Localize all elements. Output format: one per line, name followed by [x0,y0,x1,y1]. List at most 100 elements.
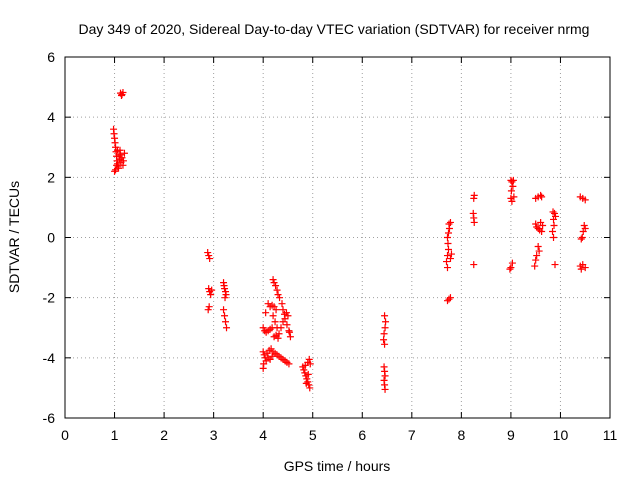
data-point [508,259,516,267]
y-tick-label: 0 [47,230,55,246]
data-point [117,158,125,166]
data-point [443,234,451,241]
data-point [550,215,558,223]
data-point [446,294,454,302]
x-tick-label: 1 [111,427,119,443]
y-axis-label: SDTVAR / TECUs [6,181,22,293]
y-tick-label: 2 [47,169,55,185]
data-point [119,88,127,96]
data-point [446,218,454,226]
data-point [116,146,124,154]
data-point [113,161,121,169]
data-point [551,261,559,269]
data-point [274,334,282,342]
data-point [538,227,546,235]
data-point [272,306,280,314]
x-tick-label: 3 [210,427,218,443]
x-tick-label: 8 [457,427,465,443]
data-point [443,264,451,272]
data-point [282,309,290,317]
data-point [470,191,478,199]
data-point [222,291,230,299]
data-point [259,348,267,356]
data-point [259,364,267,372]
x-axis-ticks: 0 1 2 3 4 5 6 7 8 9 10 11 [61,57,617,443]
x-axis-label: GPS time / hours [284,458,391,474]
data-point [444,229,452,237]
grid-lines [65,57,610,418]
x-tick-label: 11 [603,427,618,443]
data-point [533,252,541,260]
data-point [550,234,558,241]
data-point [304,378,312,386]
data-point [221,294,229,302]
data-point [273,286,281,294]
data-point [445,224,453,232]
x-tick-label: 9 [507,427,515,443]
data-point [204,306,212,314]
data-point [507,264,515,272]
data-point [205,285,213,293]
y-tick-label: -6 [43,410,56,426]
data-point [508,178,516,186]
data-point [577,265,585,273]
data-point [275,330,283,338]
data-point [578,234,586,241]
data-point [221,312,229,320]
data-point [222,318,230,326]
data-point [534,224,542,232]
data-point [382,318,390,326]
data-point [532,220,540,228]
data-point [268,352,276,360]
data-point [221,285,229,293]
data-point [549,208,557,216]
chart-title: Day 349 of 2020, Sidereal Day-to-day VTE… [79,21,590,37]
data-point [506,265,514,273]
data-point [581,224,589,232]
data-point [577,235,585,243]
data-point [205,303,213,311]
data-point [285,328,293,336]
y-tick-label: -2 [43,290,56,306]
data-point [260,351,268,359]
x-tick-label: 7 [408,427,416,443]
data-point [306,384,314,392]
data-point [507,187,515,195]
data-point [381,340,389,348]
data-point [534,243,542,251]
data-point [304,370,312,378]
data-point [509,182,517,190]
data-point [279,306,287,314]
data-point [509,176,517,184]
data-point [549,227,557,235]
data-point [302,379,310,387]
data-points [110,88,589,393]
x-tick-label: 0 [61,427,69,443]
data-point [381,312,389,320]
x-tick-label: 4 [259,427,267,443]
data-point [443,258,450,266]
y-tick-label: -4 [43,350,56,366]
data-point [551,209,559,217]
data-point [533,223,541,231]
data-point [283,321,291,329]
data-point [223,324,231,332]
data-point [259,324,267,332]
data-point [470,218,478,226]
data-point [274,291,282,299]
data-point [286,333,294,341]
y-axis-ticks: -6 -4 -2 0 2 4 6 [43,49,610,426]
data-point [306,360,314,368]
data-point [285,360,293,368]
data-point [537,191,545,199]
data-point [268,324,276,332]
data-point [262,309,270,317]
data-point [301,369,309,377]
x-tick-label: 10 [553,427,569,443]
data-point [208,286,216,294]
x-tick-label: 2 [160,427,168,443]
data-point [444,240,452,248]
data-point [111,167,119,175]
plot-frame [64,56,611,419]
data-point [118,154,126,162]
